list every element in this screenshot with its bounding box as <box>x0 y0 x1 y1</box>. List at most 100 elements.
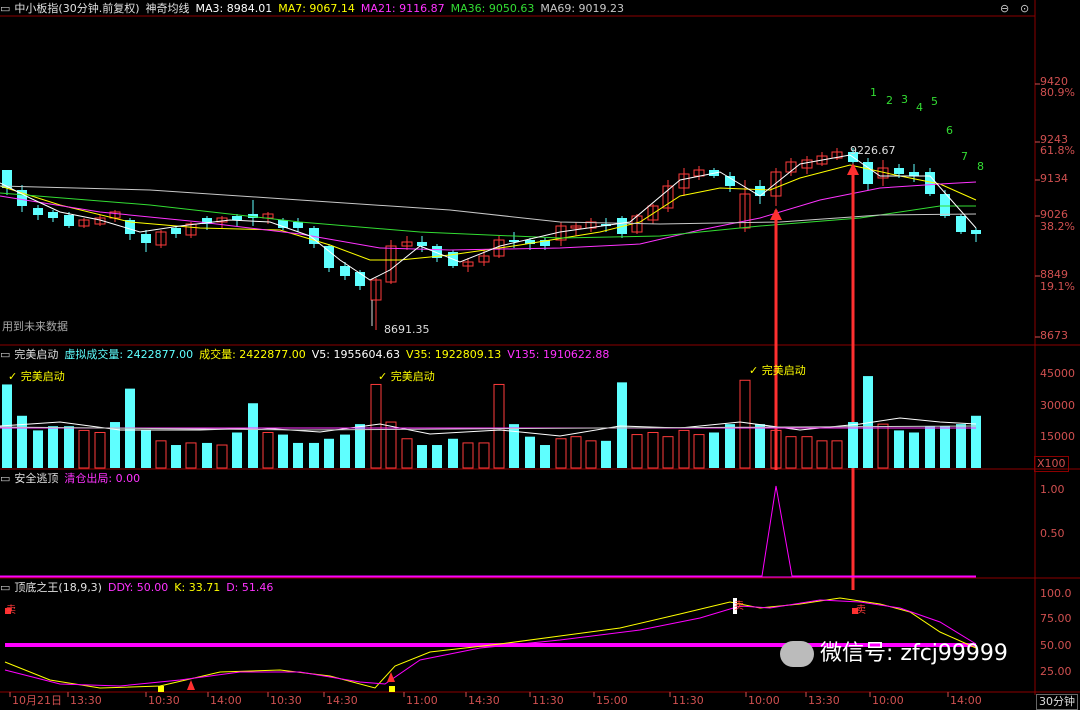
volume-bar-down <box>17 415 27 468</box>
volume-bar-down <box>956 424 966 468</box>
volume-bar-down <box>232 432 242 468</box>
menu-icon[interactable]: ▭ <box>0 1 11 15</box>
candle-down <box>940 194 950 216</box>
volume-bar-up <box>662 436 674 469</box>
safe-tick: 1.00 <box>1040 483 1065 496</box>
volume-bar-down <box>309 442 319 468</box>
kd-marker-yellow <box>389 686 395 692</box>
v135-value: V135: 1910622.88 <box>507 347 610 361</box>
candle-down <box>278 220 288 228</box>
candle-down <box>894 168 904 174</box>
main-title[interactable]: 中小板指(30分钟.前复权) <box>14 2 140 15</box>
candle-up <box>478 255 490 263</box>
volume-bar-up <box>785 436 797 469</box>
time-tick: 10:00 <box>748 694 780 707</box>
volume-bar-down <box>617 382 627 468</box>
volume-bar-up <box>770 429 782 469</box>
price-tick: 9243 <box>1040 133 1068 146</box>
ma21-value: MA21: 9116.87 <box>360 1 445 15</box>
menu-icon[interactable]: ▭ <box>0 347 11 361</box>
indicator-name[interactable]: 神奇均线 <box>145 2 190 15</box>
volume-unit: X100 <box>1034 456 1069 472</box>
volume-bar-up <box>155 440 167 469</box>
count-mark: 5 <box>931 95 938 108</box>
kd-tick: 100.0 <box>1040 587 1072 600</box>
time-tick: 15:00 <box>596 694 628 707</box>
volume-bar-down <box>525 436 535 468</box>
ma69-line <box>0 185 977 225</box>
volume-bar-down <box>417 445 427 468</box>
low-price-label: 8691.35 <box>384 323 430 336</box>
candle-up <box>662 185 674 209</box>
ma69-value: MA69: 9019.23 <box>540 1 625 15</box>
volume-bar-down <box>940 426 950 468</box>
volume-bar-up <box>678 429 690 469</box>
candle-down <box>293 222 303 228</box>
price-tick: 9026 <box>1040 208 1068 221</box>
candle-down <box>141 234 151 243</box>
buy-arrow <box>387 672 395 682</box>
volume-bar-up <box>478 442 490 469</box>
candle-down <box>863 162 873 184</box>
main-header: ▭ 中小板指(30分钟.前复权) 神奇均线 MA3: 8984.01 MA7: … <box>0 0 630 16</box>
volume-bar-down <box>894 430 904 468</box>
candle-down <box>417 242 427 246</box>
candle-down <box>971 230 981 234</box>
ma3-value: MA3: 8984.01 <box>195 1 273 15</box>
window-icon[interactable]: ⊖ <box>1000 2 1010 15</box>
candle-up <box>816 155 828 165</box>
count-mark: 3 <box>901 93 908 106</box>
kd-marker-yellow <box>158 686 164 692</box>
candle-down <box>525 240 535 244</box>
volume-bar-down <box>2 384 12 468</box>
fib-tick: 80.9% <box>1040 86 1075 99</box>
volume-bar-up <box>94 431 106 469</box>
safe-tick: 0.50 <box>1040 527 1065 540</box>
volume-bar-up <box>78 429 90 469</box>
volume-bar-down <box>355 424 365 468</box>
ma36-value: MA36: 9050.63 <box>450 1 535 15</box>
volume-tick: 15000 <box>1040 430 1075 443</box>
volume-bar-down <box>171 445 181 468</box>
candle-down <box>755 186 765 196</box>
sell-signal: 卖 <box>856 605 866 616</box>
period-button[interactable]: 30分钟 <box>1036 694 1078 710</box>
kd-header: ▭ 顶底之王(18,9,3) DDY: 50.00 K: 33.71 D: 51… <box>0 579 279 595</box>
time-tick: 14:30 <box>468 694 500 707</box>
volume-tick: 30000 <box>1040 399 1075 412</box>
volume-bar-up <box>693 434 705 469</box>
candle-up <box>462 261 474 267</box>
signal-label: ✓ 完美启动 <box>8 370 65 383</box>
volume-bar-down <box>202 442 212 468</box>
price-tick: 9134 <box>1040 172 1068 185</box>
menu-icon[interactable]: ▭ <box>0 471 11 485</box>
kd-marker-white <box>733 598 737 614</box>
sell-marker <box>852 608 858 614</box>
menu-icon[interactable]: ▭ <box>0 580 11 594</box>
watermark: 微信号: zfcj99999 <box>780 640 1008 668</box>
time-tick: 13:30 <box>70 694 102 707</box>
sell-signal: 卖 <box>734 601 744 612</box>
d-line <box>4 599 977 687</box>
candle-down <box>340 266 350 276</box>
volume-bar-down <box>448 438 458 468</box>
time-tick: 14:00 <box>210 694 242 707</box>
signal-arrowhead <box>847 163 859 175</box>
volume-bar-up <box>831 440 843 469</box>
count-mark: 7 <box>961 150 968 163</box>
volume-title[interactable]: 完美启动 <box>14 348 59 361</box>
candle-up <box>385 245 397 283</box>
candle-down <box>956 216 966 232</box>
candle-down <box>909 172 919 176</box>
volume-bar-down <box>293 442 303 468</box>
volume-bar-up <box>816 440 828 469</box>
settings-icon[interactable]: ⊙ <box>1020 2 1030 15</box>
volume-bar-down <box>432 445 442 468</box>
volume-bar-down <box>48 426 58 468</box>
price-tick: 8849 <box>1040 268 1068 281</box>
signal-label: ✓ 完美启动 <box>749 364 806 377</box>
kd-title[interactable]: 顶底之王(18,9,3) <box>14 581 102 594</box>
safe-title[interactable]: 安全逃顶 <box>14 472 59 485</box>
candle-up <box>185 223 197 236</box>
